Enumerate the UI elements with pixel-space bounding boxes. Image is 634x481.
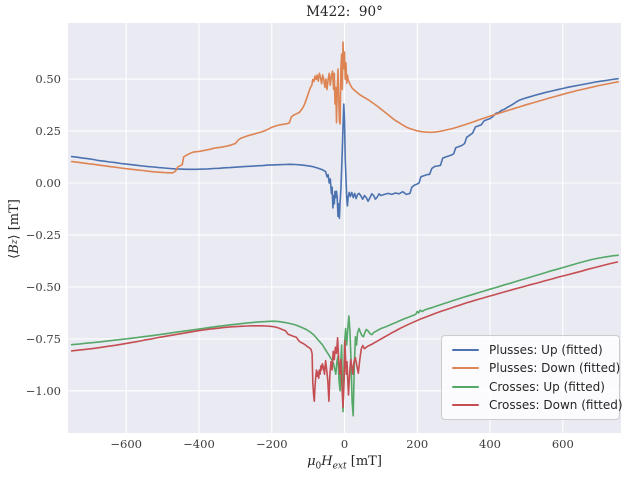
x-tick-label: −600 (110, 437, 142, 451)
legend: Plusses: Up (fitted) Plusses: Down (fitte… (441, 335, 623, 420)
x-label-unit: [mT] (346, 454, 382, 469)
legend-label: Crosses: Up (fitted) (489, 379, 605, 394)
legend-item-plusses-down: Plusses: Down (fitted) (450, 359, 620, 377)
y-tick-label: 0.25 (35, 124, 61, 138)
legend-item-crosses-down: Crosses: Down (fitted) (450, 396, 623, 414)
y-label-unit: [mT] (7, 199, 22, 235)
x-axis-label: μ0Hext [mT] (68, 452, 621, 472)
legend-label: Crosses: Down (fitted) (489, 397, 623, 412)
y-tick-label: −0.75 (26, 332, 61, 346)
x-label-h: H (321, 454, 333, 469)
legend-item-plusses-up: Plusses: Up (fitted) (450, 341, 611, 359)
x-label-mu: μ (307, 454, 316, 469)
series-line-plusses-down (70, 41, 619, 174)
legend-item-crosses-up: Crosses: Up (fitted) (450, 378, 611, 396)
y-tick-label: 0.00 (35, 176, 61, 190)
y-tick-label: −0.50 (26, 280, 61, 294)
legend-line-sample (452, 367, 479, 370)
y-label-b: B (7, 244, 22, 254)
x-label-sub-zero: 0 (315, 461, 322, 472)
y-label-open-bracket: ⟨ (7, 253, 22, 259)
legend-line-sample (452, 403, 479, 406)
series-line-crosses-up (70, 254, 619, 417)
x-label-sub-ext: ext (332, 461, 347, 472)
x-tick-label: 0 (341, 437, 348, 451)
legend-line-sample (452, 385, 479, 388)
x-tick-label: −200 (256, 437, 288, 451)
legend-label: Plusses: Up (fitted) (489, 343, 603, 358)
chart-title: M422: 90° (306, 4, 383, 20)
y-tick-label: 0.50 (35, 72, 61, 86)
legend-line-sample (452, 349, 479, 352)
y-tick-label: −0.25 (26, 228, 61, 242)
x-tick-label: −400 (183, 437, 215, 451)
y-label-close-bracket: ⟩ (7, 234, 22, 240)
y-tick-label: −1.00 (26, 384, 61, 398)
series-line-crosses-down (70, 261, 619, 409)
x-tick-label: 600 (552, 437, 574, 451)
x-tick-label: 400 (479, 437, 501, 451)
x-tick-label: 200 (406, 437, 428, 451)
legend-label: Plusses: Down (fitted) (489, 361, 621, 376)
